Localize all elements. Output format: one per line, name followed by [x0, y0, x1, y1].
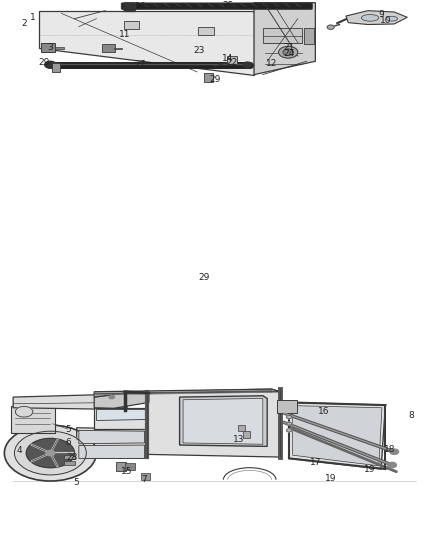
Polygon shape	[79, 445, 145, 458]
Text: 10: 10	[380, 16, 391, 25]
Text: 17: 17	[310, 458, 321, 467]
Text: 29: 29	[38, 58, 49, 67]
FancyBboxPatch shape	[52, 63, 60, 72]
FancyBboxPatch shape	[64, 461, 75, 465]
Text: 8: 8	[409, 411, 415, 420]
Text: 25: 25	[222, 1, 233, 10]
Circle shape	[243, 62, 252, 68]
Circle shape	[390, 449, 399, 454]
Circle shape	[4, 425, 96, 481]
Text: 19: 19	[325, 474, 336, 483]
FancyBboxPatch shape	[277, 400, 297, 413]
FancyBboxPatch shape	[121, 3, 312, 9]
Text: 15: 15	[121, 467, 133, 476]
Circle shape	[286, 429, 292, 432]
Text: 19: 19	[364, 465, 376, 473]
Polygon shape	[293, 406, 382, 466]
Circle shape	[388, 462, 396, 468]
FancyBboxPatch shape	[198, 27, 214, 35]
Text: 26: 26	[134, 2, 146, 11]
Text: 5: 5	[65, 425, 71, 433]
Circle shape	[14, 431, 86, 475]
Polygon shape	[13, 394, 127, 409]
FancyBboxPatch shape	[11, 406, 55, 433]
Polygon shape	[79, 431, 145, 443]
Text: 13: 13	[233, 435, 244, 444]
Text: 2: 2	[21, 20, 27, 28]
Text: 28: 28	[67, 453, 78, 462]
Text: 24: 24	[283, 49, 295, 58]
Text: 9: 9	[378, 10, 384, 19]
Text: 6: 6	[65, 438, 71, 447]
FancyBboxPatch shape	[243, 431, 250, 438]
Circle shape	[45, 61, 56, 68]
FancyBboxPatch shape	[227, 56, 237, 64]
Polygon shape	[77, 429, 147, 458]
Circle shape	[109, 395, 114, 399]
Ellipse shape	[361, 14, 379, 21]
FancyBboxPatch shape	[41, 43, 55, 52]
FancyBboxPatch shape	[204, 74, 213, 82]
Text: 27: 27	[134, 60, 146, 69]
Bar	[114, 48, 122, 50]
Polygon shape	[147, 389, 280, 457]
Bar	[304, 28, 314, 44]
Text: 29: 29	[209, 75, 220, 84]
Text: 7: 7	[141, 475, 148, 484]
Bar	[263, 28, 302, 43]
Polygon shape	[180, 395, 267, 447]
FancyBboxPatch shape	[116, 462, 126, 471]
Text: 11: 11	[119, 30, 131, 39]
Text: 18: 18	[384, 445, 396, 454]
Text: 12: 12	[266, 60, 277, 68]
Circle shape	[279, 46, 298, 58]
Text: 3: 3	[47, 44, 53, 52]
Text: 4: 4	[17, 446, 22, 455]
Text: 5: 5	[74, 478, 80, 487]
Circle shape	[327, 25, 334, 29]
Polygon shape	[183, 399, 263, 445]
Polygon shape	[94, 392, 149, 408]
Circle shape	[46, 450, 55, 456]
Bar	[55, 47, 64, 49]
Polygon shape	[289, 402, 385, 469]
FancyBboxPatch shape	[125, 463, 135, 470]
Polygon shape	[77, 427, 147, 458]
Circle shape	[286, 416, 292, 419]
FancyBboxPatch shape	[124, 3, 135, 12]
Circle shape	[286, 422, 292, 425]
Polygon shape	[94, 408, 147, 429]
Text: 21: 21	[283, 44, 295, 52]
Circle shape	[283, 49, 293, 55]
Text: 29: 29	[198, 273, 209, 281]
Polygon shape	[39, 11, 254, 75]
FancyBboxPatch shape	[141, 472, 150, 480]
Circle shape	[26, 438, 74, 468]
FancyBboxPatch shape	[102, 44, 115, 52]
FancyBboxPatch shape	[64, 455, 75, 459]
Ellipse shape	[386, 16, 398, 21]
Circle shape	[15, 406, 33, 417]
Text: 1: 1	[30, 13, 36, 22]
Text: 23: 23	[194, 46, 205, 55]
Text: 16: 16	[318, 407, 330, 416]
Polygon shape	[254, 3, 315, 75]
FancyBboxPatch shape	[238, 424, 245, 431]
FancyBboxPatch shape	[124, 21, 139, 29]
Polygon shape	[346, 11, 407, 25]
Polygon shape	[96, 409, 145, 420]
Text: 22: 22	[226, 58, 238, 67]
Text: 14: 14	[222, 54, 233, 63]
Polygon shape	[94, 389, 280, 397]
